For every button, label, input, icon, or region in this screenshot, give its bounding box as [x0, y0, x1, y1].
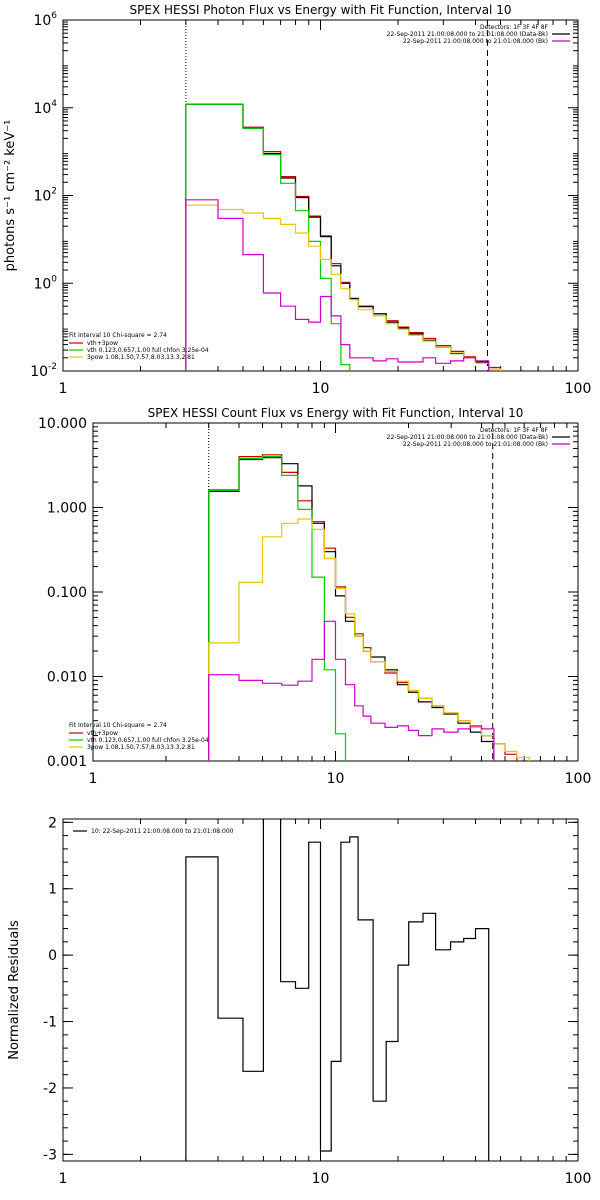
series-line-4: [185, 204, 502, 371]
y-tick-label: -2: [43, 1081, 57, 1097]
y-tick-label: 106: [33, 11, 57, 29]
x-tick-label: 10: [327, 771, 345, 787]
series-line-1: [185, 103, 502, 371]
series-line-4: [208, 518, 530, 761]
y-tick-label: 0.100: [47, 585, 87, 601]
series-group: [208, 454, 530, 761]
legend-top-right-entry: 22-Sep-2011 21:00:08.000 to 21:01:08.000…: [387, 434, 548, 441]
legend-fit-entry: vth+3pow: [87, 340, 118, 347]
series-line-2: [185, 103, 490, 371]
series-group: [185, 819, 490, 1161]
x-tick-label: 1: [59, 381, 68, 397]
series-line-1: [208, 454, 518, 761]
y-tick-label: 2: [48, 815, 57, 831]
x-tick-label: 10: [312, 381, 330, 397]
x-tick-label: 100: [565, 771, 592, 787]
y-tick-label: -1: [43, 1015, 57, 1031]
legend-top-right-entry: 22-Sep-2011 21:00:08.000 to 21:01:08.000…: [403, 38, 548, 45]
y-tick-label: 10.000: [38, 416, 87, 432]
legend-fit-header: Fit Interval 10 Chi-square = 2.74: [69, 722, 167, 729]
legend-top-left-entry: 10: 22-Sep-2011 21:00:08.000 to 21:01:08…: [91, 828, 234, 835]
legend-fit-entry: vth 0.123,0.657,1.00 full chfon 3.25e-04: [87, 347, 209, 354]
y-tick-label: 1: [48, 882, 57, 898]
panel-3: 1 10 100 -3 -2 -1 0 1 2 Normalized Residuals 10: 2…: [7, 815, 592, 1187]
legend-fit-header: Fit Interval 10 Chi-square = 2.74: [69, 332, 167, 339]
legend-top-right-entry: 22-Sep-2011 21:00:08.000 to 21:01:08.000…: [387, 31, 548, 38]
y-tick-label: 104: [33, 99, 57, 117]
y-tick-label: 0: [48, 948, 57, 964]
x-tick-label: 100: [565, 381, 592, 397]
y-tick-exponent: 4: [51, 99, 57, 109]
series-line-5: [185, 199, 490, 371]
legend-top-right-entry: Detectors: 1F 3F 4F 8F: [480, 427, 549, 434]
y-tick-label: 0.001: [47, 754, 87, 770]
x-tick-label: 1: [59, 1171, 68, 1187]
y-tick-label: 100: [33, 274, 57, 292]
x-tick-label: 100: [565, 1171, 592, 1187]
y-tick-label: 10-2: [30, 362, 57, 380]
y-tick-exponent: 6: [51, 11, 57, 21]
x-tick-label: 10: [312, 1171, 330, 1187]
legend-top-right-entry: Detectors: 1F 3F 4F 8F: [480, 24, 549, 31]
x-tick-label: 1: [89, 771, 98, 787]
y-axis-label: Normalized Residuals: [7, 920, 22, 1060]
y-tick-label: -3: [43, 1147, 57, 1163]
y-tick-label: 0.010: [47, 670, 87, 686]
series-line-5: [208, 620, 495, 761]
chart-title: SPEX HESSI Photon Flux vs Energy with Fi…: [130, 3, 512, 17]
legend-fit-entry: vth 0.123,0.657,1.00 full chfon 3.25e-04: [87, 737, 209, 744]
legend-fit-entry: 3pow 1.08,1.50,7.57,8.03,13.3,2.81: [87, 354, 195, 361]
legend-fit-entry: 3pow 1.08,1.50,7.57,8.03,13.3,2.81: [87, 744, 195, 751]
series-line-3: [185, 103, 351, 371]
series-line-1: [185, 819, 490, 1161]
y-axis-label: photons s⁻¹ cm⁻² keV⁻¹: [3, 120, 18, 272]
series-line-3: [208, 456, 347, 761]
legend-fit-entry: vth+3pow: [87, 730, 118, 737]
panel-1: SPEX HESSI Photon Flux vs Energy with Fi…: [3, 3, 592, 397]
panel-2: SPEX HESSI Count Flux vs Energy with Fit…: [38, 406, 592, 787]
y-tick-label: 102: [33, 187, 57, 205]
chart-title: SPEX HESSI Count Flux vs Energy with Fit…: [148, 406, 524, 420]
series-group: [185, 103, 502, 371]
y-tick-exponent: 2: [51, 187, 57, 197]
y-tick-exponent: -2: [48, 362, 57, 372]
y-tick-label: 1.000: [47, 501, 87, 517]
legend-top-right-entry: 22-Sep-2011 21:00:08.000 to 21:01:08.000…: [403, 441, 548, 448]
y-tick-exponent: 0: [51, 274, 57, 284]
